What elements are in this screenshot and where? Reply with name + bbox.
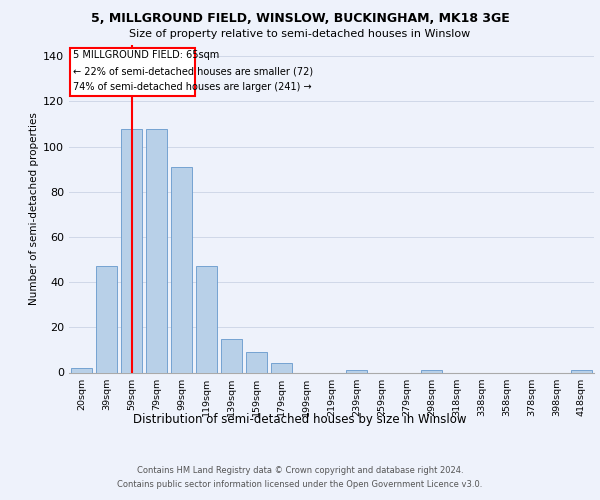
Bar (571, 370, 592, 372)
Bar (121, 128, 142, 372)
Text: 5 MILLGROUND FIELD: 65sqm: 5 MILLGROUND FIELD: 65sqm (73, 50, 220, 60)
Bar (196, 266, 217, 372)
Bar (271, 364, 292, 372)
Bar (246, 352, 267, 372)
Bar (96, 266, 117, 372)
Bar (221, 338, 242, 372)
Text: ← 22% of semi-detached houses are smaller (72): ← 22% of semi-detached houses are smalle… (73, 66, 313, 76)
Y-axis label: Number of semi-detached properties: Number of semi-detached properties (29, 112, 39, 305)
Text: Contains public sector information licensed under the Open Government Licence v3: Contains public sector information licen… (118, 480, 482, 489)
Bar (70, 48, 195, 96)
Bar (421, 370, 442, 372)
Text: 5, MILLGROUND FIELD, WINSLOW, BUCKINGHAM, MK18 3GE: 5, MILLGROUND FIELD, WINSLOW, BUCKINGHAM… (91, 12, 509, 26)
Bar (346, 370, 367, 372)
Bar (171, 167, 192, 372)
Text: Size of property relative to semi-detached houses in Winslow: Size of property relative to semi-detach… (130, 29, 470, 39)
Bar (71, 368, 92, 372)
Bar (146, 128, 167, 372)
Text: Contains HM Land Registry data © Crown copyright and database right 2024.: Contains HM Land Registry data © Crown c… (137, 466, 463, 475)
Text: 74% of semi-detached houses are larger (241) →: 74% of semi-detached houses are larger (… (73, 82, 312, 92)
Text: Distribution of semi-detached houses by size in Winslow: Distribution of semi-detached houses by … (133, 412, 467, 426)
